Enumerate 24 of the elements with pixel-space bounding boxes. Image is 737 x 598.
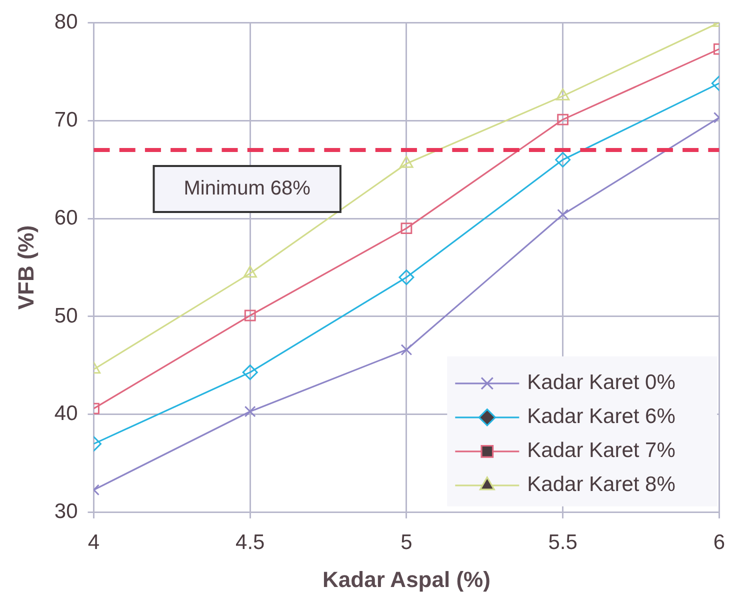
x-axis-title: Kadar Aspal (%) <box>322 566 490 592</box>
legend-label: Kadar Karet 7% <box>527 439 676 462</box>
point <box>398 270 414 286</box>
y-tick-label: 50 <box>54 304 78 328</box>
y-tick-label: 80 <box>54 10 78 34</box>
y-tick-label: 40 <box>54 402 78 426</box>
legend-label: Kadar Karet 8% <box>527 473 676 496</box>
ref-line-label: Minimum 68% <box>184 177 311 200</box>
point <box>244 310 256 322</box>
legend-label: Kadar Karet 0% <box>527 371 676 394</box>
y-tick-label: 30 <box>54 500 78 524</box>
point <box>242 364 258 380</box>
y-tick-label: 70 <box>54 108 78 132</box>
y-tick-label: 60 <box>54 206 78 230</box>
x-tick-label: 5 <box>400 530 412 554</box>
point <box>400 344 412 356</box>
y-axis-title: VFB (%) <box>13 225 38 310</box>
x-tick-label: 6 <box>713 530 726 554</box>
x-tick-label: 4.5 <box>236 530 265 554</box>
x-tick-label: 5.5 <box>548 530 578 554</box>
x-tick-label: 4 <box>88 530 100 554</box>
legend-label: Kadar Karet 6% <box>527 405 676 428</box>
point <box>400 222 412 234</box>
point <box>244 406 256 418</box>
